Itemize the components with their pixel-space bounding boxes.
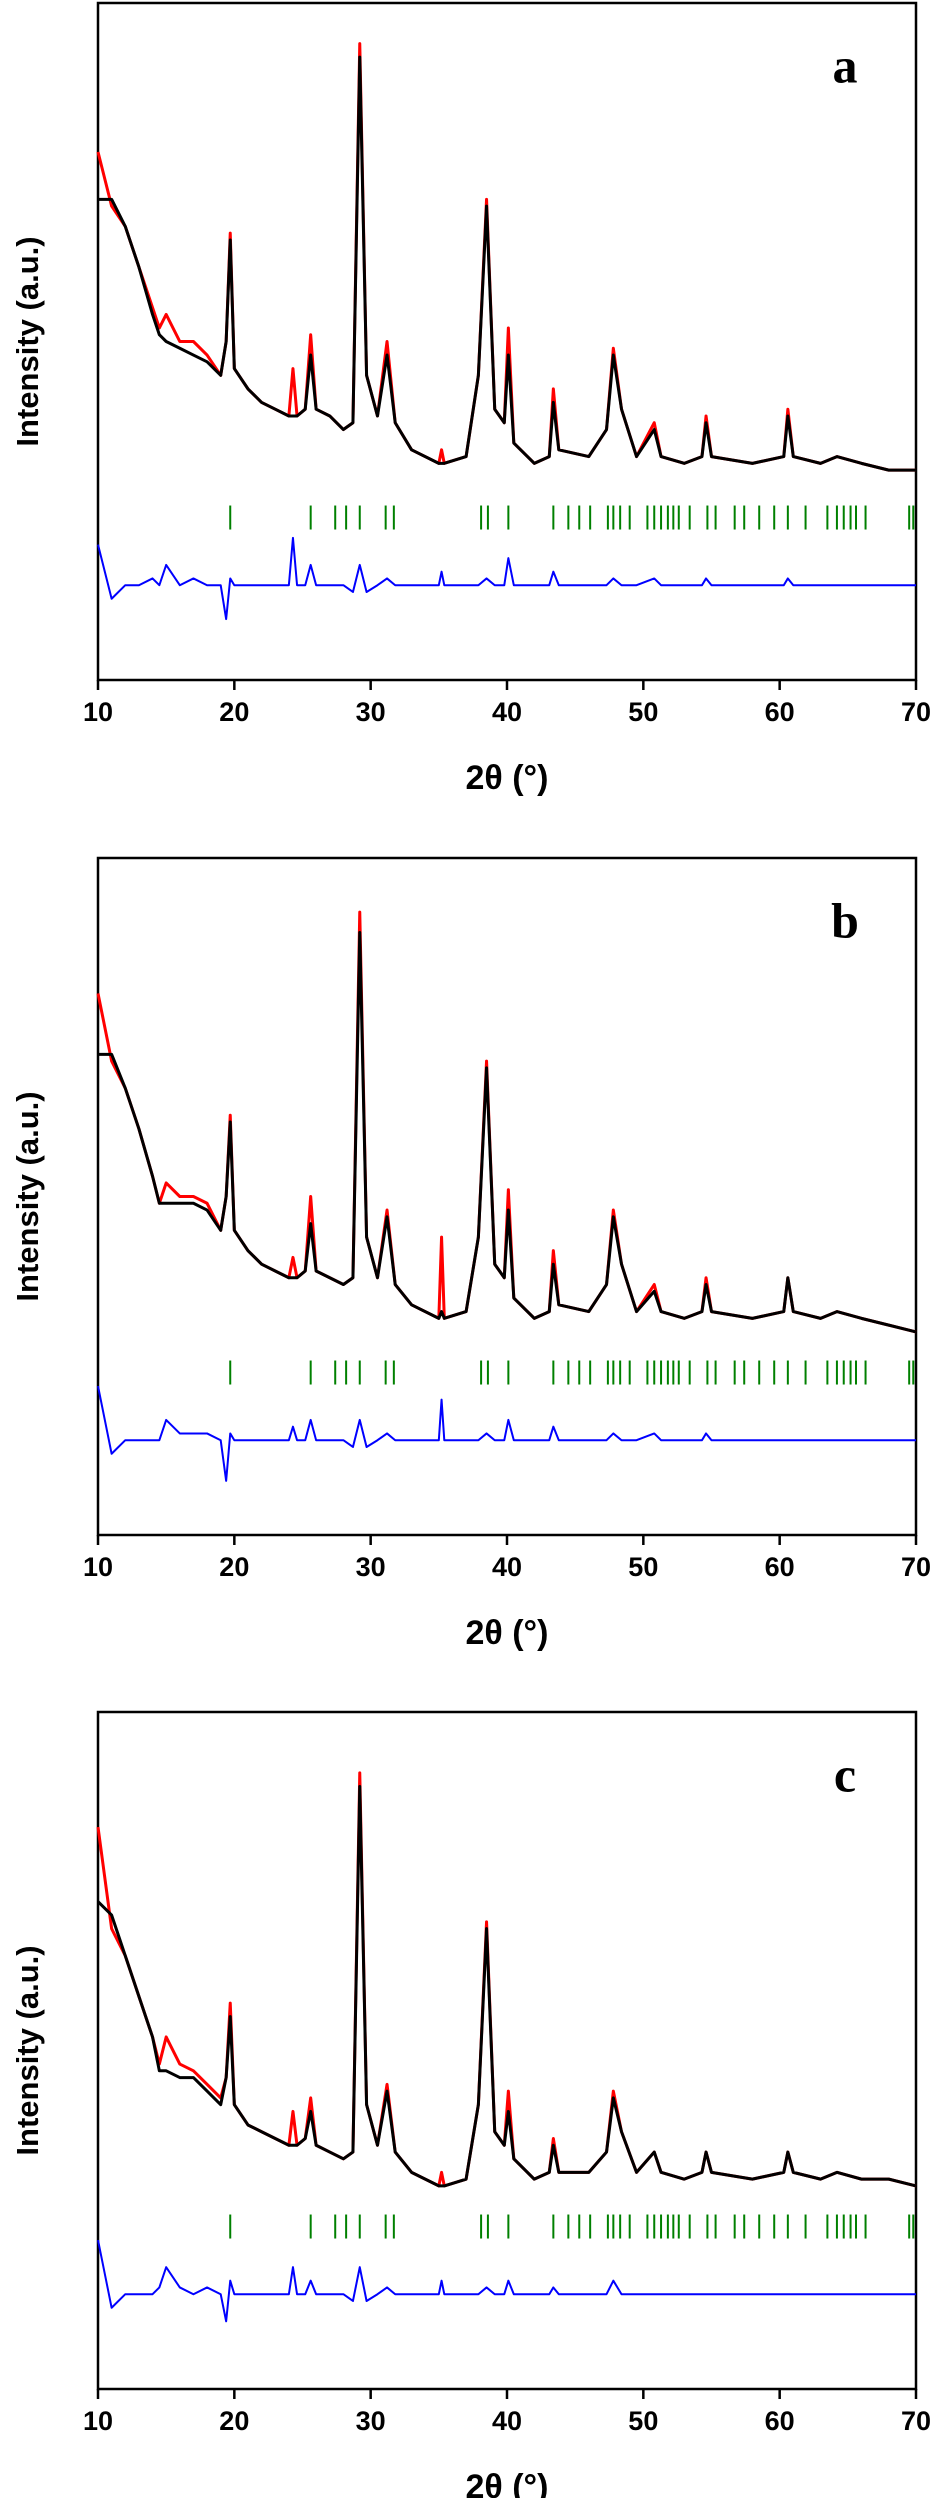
panel-label: a xyxy=(833,37,858,93)
x-axis-label: 2θ (°) xyxy=(466,1614,549,1652)
x-tick-label: 50 xyxy=(628,1552,658,1582)
x-tick-label: 30 xyxy=(356,697,386,727)
series-line xyxy=(98,55,916,472)
x-tick-label: 20 xyxy=(219,697,249,727)
series-line xyxy=(97,1385,916,1482)
x-tick-label: 30 xyxy=(356,1552,386,1582)
panel-label: c xyxy=(834,1746,856,1802)
series-line xyxy=(96,1784,917,2188)
x-tick-label: 60 xyxy=(765,1552,795,1582)
y-axis-label: Intensity (a.u.) xyxy=(10,1945,45,2155)
x-tick-label: 50 xyxy=(628,697,658,727)
x-tick-label: 60 xyxy=(765,2406,795,2436)
x-tick-label: 10 xyxy=(83,1552,113,1582)
x-tick-label: 70 xyxy=(901,1552,931,1582)
x-tick-label: 20 xyxy=(219,2406,249,2436)
y-axis-label: Intensity (a.u.) xyxy=(10,1091,45,1301)
x-tick-label: 40 xyxy=(492,2406,522,2436)
x-tick-label: 70 xyxy=(901,697,931,727)
x-tick-label: 40 xyxy=(492,1552,522,1582)
x-tick-label: 60 xyxy=(765,697,795,727)
series-line xyxy=(96,910,917,1334)
series-line xyxy=(97,2239,916,2323)
x-tick-label: 40 xyxy=(492,697,522,727)
y-axis-label: Intensity (a.u.) xyxy=(10,236,45,446)
x-tick-label: 50 xyxy=(628,2406,658,2436)
x-axis-label: 2θ (°) xyxy=(466,759,549,797)
x-tick-label: 10 xyxy=(83,697,113,727)
series-line xyxy=(96,42,916,472)
panel-label: b xyxy=(831,892,859,948)
x-tick-label: 70 xyxy=(901,2406,931,2436)
x-axis-label: 2θ (°) xyxy=(466,2468,549,2498)
x-tick-label: 20 xyxy=(219,1552,249,1582)
series-line xyxy=(98,930,917,1334)
x-tick-label: 30 xyxy=(356,2406,386,2436)
x-tick-label: 10 xyxy=(83,2406,113,2436)
series-line xyxy=(97,536,916,621)
